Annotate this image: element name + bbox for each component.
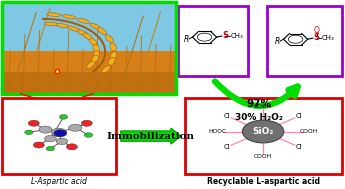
Ellipse shape (93, 51, 99, 59)
Circle shape (66, 144, 77, 150)
Text: 97%: 97% (246, 99, 271, 109)
Text: COOH: COOH (254, 104, 272, 109)
Text: O: O (314, 26, 319, 35)
Circle shape (46, 146, 55, 151)
Text: HOOC: HOOC (208, 129, 227, 134)
Circle shape (33, 142, 44, 148)
Ellipse shape (89, 38, 97, 46)
Bar (3, 51, 175, 93)
Circle shape (51, 128, 66, 136)
Circle shape (54, 130, 67, 137)
Bar (178, 6, 248, 76)
Ellipse shape (110, 52, 117, 60)
Circle shape (69, 124, 82, 131)
Text: Immobilization: Immobilization (106, 132, 194, 141)
Text: CH₃: CH₃ (322, 35, 334, 41)
Circle shape (25, 130, 33, 135)
Ellipse shape (108, 57, 115, 65)
Text: Cl: Cl (296, 113, 302, 119)
Ellipse shape (77, 30, 88, 36)
Ellipse shape (47, 13, 61, 16)
Ellipse shape (83, 33, 92, 40)
Text: Cl: Cl (224, 113, 230, 119)
Bar (185, 98, 342, 174)
Bar (2, 2, 176, 94)
Circle shape (56, 138, 68, 145)
Circle shape (81, 120, 92, 126)
Ellipse shape (110, 43, 117, 51)
Circle shape (242, 120, 284, 143)
Text: COOH: COOH (254, 154, 272, 159)
Bar (2, 98, 116, 174)
FancyArrowPatch shape (215, 81, 298, 106)
Text: R: R (275, 37, 280, 46)
Circle shape (39, 126, 52, 133)
Text: Cl: Cl (224, 144, 230, 150)
Ellipse shape (97, 28, 107, 34)
Bar (267, 6, 342, 76)
Ellipse shape (93, 44, 99, 52)
Text: 30% H₂O₂: 30% H₂O₂ (235, 113, 283, 122)
Text: S: S (314, 33, 319, 42)
Ellipse shape (106, 35, 113, 43)
FancyArrow shape (121, 128, 181, 144)
Circle shape (28, 120, 39, 126)
Ellipse shape (101, 66, 110, 73)
Text: COOH: COOH (299, 129, 318, 134)
Ellipse shape (90, 23, 101, 30)
Ellipse shape (44, 22, 58, 26)
Text: R: R (184, 35, 189, 44)
Ellipse shape (86, 61, 95, 69)
Bar (3, 51, 175, 72)
Ellipse shape (68, 26, 80, 31)
Text: L-Aspartic acid: L-Aspartic acid (31, 177, 87, 186)
Circle shape (84, 133, 92, 137)
Ellipse shape (62, 15, 76, 19)
Text: Recyclable L-aspartic acid: Recyclable L-aspartic acid (207, 177, 319, 186)
Bar (3, 2, 175, 93)
Text: Cl: Cl (296, 144, 302, 150)
Circle shape (59, 115, 68, 119)
Circle shape (45, 136, 56, 142)
Ellipse shape (56, 23, 70, 28)
Text: S: S (223, 31, 228, 40)
Ellipse shape (77, 18, 90, 23)
Ellipse shape (91, 55, 98, 63)
Text: CH₃: CH₃ (230, 33, 243, 39)
Text: SiO₂: SiO₂ (253, 127, 274, 136)
